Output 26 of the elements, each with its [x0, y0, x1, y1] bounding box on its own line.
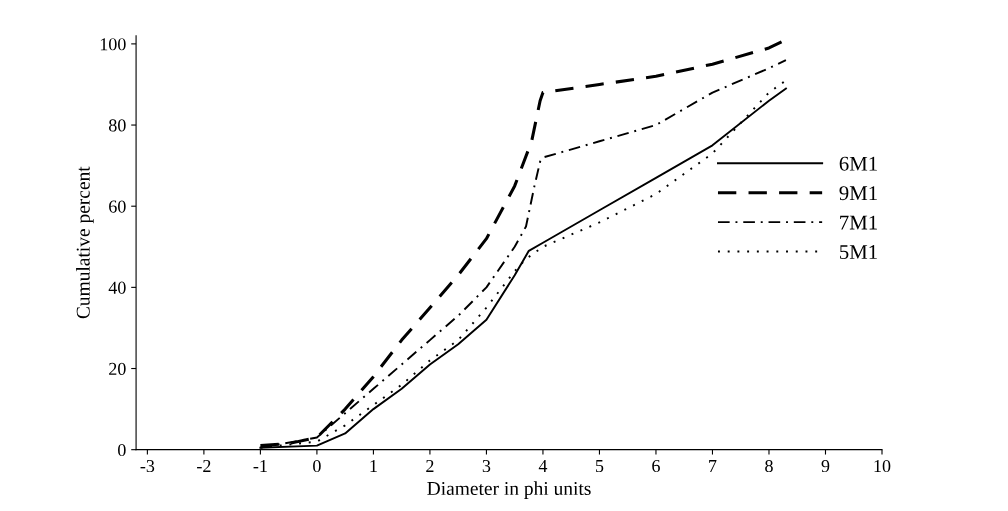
text: 9M1 [839, 186, 877, 201]
x-tick-label: 7 [709, 460, 717, 472]
y-tick-label: 20 [109, 362, 126, 375]
x-tick-label: 4 [538, 460, 548, 472]
text: 7M1 [840, 215, 877, 230]
text: 5M1 [840, 245, 877, 260]
x-tick-label: -1 [253, 460, 267, 472]
x-tick-label: 10 [874, 459, 891, 473]
x-tick-label: -3 [140, 459, 155, 473]
y-tick-label: 100 [100, 38, 126, 51]
y-tick-label: 80 [108, 119, 126, 132]
x-tick-label: 6 [652, 459, 660, 473]
y-axis-title: Cumulative percent [76, 166, 94, 319]
x-tick-label: 2 [426, 459, 434, 472]
y-tick-label: 60 [109, 200, 126, 213]
x-tick-label: 8 [765, 459, 773, 473]
x-tick-label: 1 [370, 460, 377, 472]
x-tick-label: -2 [197, 459, 211, 472]
text: 6M1 [839, 156, 877, 171]
x-tick-label: 3 [482, 459, 491, 473]
x-tick-label: 9 [821, 459, 830, 473]
y-tick-label: 0 [118, 443, 126, 457]
x-tick-label: 0 [313, 459, 321, 473]
x-tick-label: 5 [595, 460, 604, 473]
y-tick-label: 40 [108, 281, 126, 294]
x-axis-title: Diameter in phi units [427, 481, 591, 499]
